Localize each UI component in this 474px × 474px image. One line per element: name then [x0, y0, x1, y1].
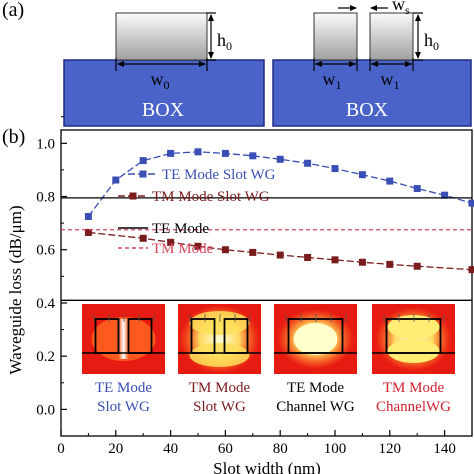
x-tick-label: 60 — [218, 441, 233, 457]
data-point — [331, 256, 339, 264]
inset-caption-line2: Channel WG — [276, 399, 355, 415]
y-tick-label: 0.4 — [36, 296, 55, 312]
y-tick-label: 0.0 — [36, 402, 55, 418]
data-point — [221, 149, 229, 157]
panel-a: (a) BOX w0 h0 BOX — [2, 0, 472, 127]
box-label-right: BOX — [346, 99, 389, 121]
rail-outline — [94, 318, 120, 354]
field-core — [293, 323, 338, 355]
waveguide-rail-right — [369, 12, 414, 61]
data-point — [304, 253, 312, 261]
panel-b: (b) Waveguide loss (dB/μm) Slot width (n… — [2, 116, 474, 474]
y-tick-label: 1.0 — [36, 136, 55, 152]
legend-label: TE Mode Slot WG — [162, 167, 276, 183]
x-tick-label: 120 — [379, 441, 402, 457]
data-point — [441, 191, 449, 199]
field-lobe-top — [387, 315, 440, 339]
data-point — [167, 149, 175, 157]
legend-marker — [139, 170, 147, 178]
inset-caption-line1: TE Mode — [95, 380, 152, 396]
data-point — [386, 260, 394, 268]
x-tick-label: 80 — [273, 441, 288, 457]
w1-label-right: w1 — [381, 69, 400, 92]
data-point — [194, 148, 202, 156]
w0-label: w0 — [151, 69, 170, 92]
legend-label: TM Mode — [152, 241, 214, 257]
w1-label-left: w1 — [323, 69, 342, 92]
data-point — [139, 157, 147, 165]
data-point — [249, 248, 257, 256]
box-substrate-right — [272, 59, 472, 127]
x-tick-label: 20 — [108, 441, 123, 457]
waveguide-rail-left — [313, 12, 358, 61]
ws-label: ws — [392, 0, 410, 17]
y-tick-label: 0.2 — [36, 349, 55, 365]
inset-caption-line1: TE Mode — [287, 380, 344, 396]
rail-outline — [127, 318, 153, 354]
legend: TE Mode Slot WG TM Mode Slot WG TE Mode TM … — [118, 167, 276, 257]
rail-outline — [190, 318, 216, 354]
data-point — [386, 177, 394, 185]
data-point — [468, 199, 474, 207]
core-outline — [385, 318, 442, 354]
x-tick-label: 0 — [57, 441, 65, 457]
inset-caption-line2: Slot WG — [193, 399, 246, 415]
inset-tm-slot — [178, 304, 261, 374]
field-lobe-bottom — [189, 343, 250, 367]
data-point — [84, 212, 92, 220]
data-point — [413, 185, 421, 193]
field-lobe-top — [189, 311, 250, 335]
box-substrate-left — [63, 59, 265, 127]
field-lobe-bottom — [387, 339, 440, 363]
inset-tm-channel — [372, 304, 455, 374]
x-tick-label: 140 — [433, 441, 456, 457]
inset-caption-line1: TM Mode — [189, 380, 251, 396]
plot-frame — [60, 129, 473, 437]
h0-label-right: h0 — [424, 30, 439, 53]
core-outline — [287, 318, 344, 354]
panel-a-label: (a) — [2, 0, 24, 21]
data-point — [304, 159, 312, 167]
inset-caption-line1: TM Mode — [383, 380, 445, 396]
y-tick-label: 0.6 — [36, 243, 55, 259]
data-point — [413, 262, 421, 270]
inset-caption-line2: ChannelWG — [376, 399, 451, 415]
waveguide-core-left — [115, 12, 208, 61]
axis-ticks: 0 20 40 60 80 100 120 140 0.0 0.2 0.4 0.6 0.8 1.0 — [36, 116, 472, 457]
legend-marker — [129, 192, 137, 200]
data-point — [221, 246, 229, 254]
inset-te-channel — [274, 304, 357, 374]
legend-label: TM Mode Slot WG — [152, 189, 270, 205]
data-point — [276, 251, 284, 259]
data-point — [468, 266, 474, 274]
data-point — [84, 228, 92, 236]
data-point — [358, 258, 366, 266]
slot-field — [118, 319, 129, 359]
rail-outline — [223, 318, 249, 354]
data-point — [249, 152, 257, 160]
data-point — [276, 155, 284, 163]
data-point — [139, 234, 147, 242]
inset-caption-line2: Slot WG — [97, 399, 150, 415]
h0-label-left: h0 — [217, 30, 232, 53]
inset-te-slot — [82, 304, 165, 374]
x-tick-label: 100 — [324, 441, 347, 457]
data-point — [194, 242, 202, 250]
x-axis-title: Slot width (nm) — [213, 459, 321, 474]
legend-label: TE Mode — [152, 221, 209, 237]
data-point — [112, 176, 120, 184]
channel-waveguide-schematic: BOX w0 h0 — [63, 12, 265, 127]
mode-field-insets: TE Mode Slot WG TM Mode Slot WG TE Mode Chann… — [82, 304, 455, 415]
box-label-left: BOX — [142, 99, 185, 121]
slot-waveguide-schematic: BOX ws w1 w1 h0 — [272, 0, 472, 127]
data-point — [167, 238, 175, 246]
y-tick-label: 0.8 — [36, 190, 55, 206]
data-point — [331, 165, 339, 173]
x-tick-label: 40 — [163, 441, 178, 457]
data-point — [358, 171, 366, 179]
panel-b-label: (b) — [2, 126, 25, 148]
y-axis-title: Waveguide loss (dB/μm) — [6, 205, 25, 374]
